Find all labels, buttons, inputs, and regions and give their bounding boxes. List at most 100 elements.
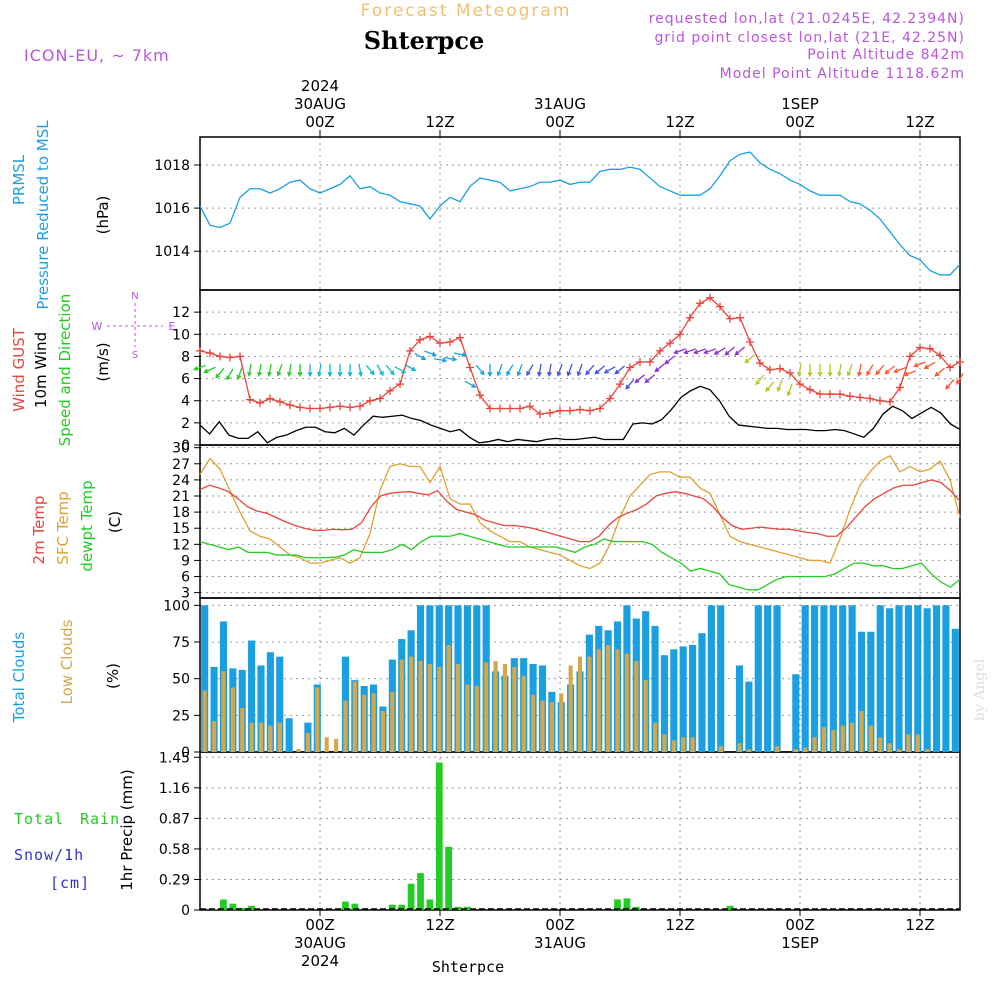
ytick-label: 10 (172, 327, 190, 343)
gust-marker (746, 338, 754, 347)
bottom-date-label: 1SEP (781, 934, 819, 952)
low-cloud-bar (624, 653, 629, 752)
total-cloud-bar (660, 655, 669, 752)
gust-marker (886, 397, 894, 406)
total-cloud-bar (651, 625, 659, 752)
model-label: ICON-EU, ~ 7km (24, 46, 170, 65)
low-cloud-bar (502, 664, 508, 752)
total-cloud-bar (773, 605, 781, 752)
compass-e: E (169, 320, 176, 333)
low-cloud-bar (427, 664, 432, 752)
top-date-label: 1SEP (781, 95, 819, 113)
wind-direction-arrow (247, 363, 252, 377)
gust-marker (476, 391, 484, 400)
low-cloud-bar (296, 749, 301, 752)
wind-direction-arrow (267, 363, 272, 377)
gust-marker (266, 394, 274, 403)
low-cloud-bar (230, 687, 235, 752)
wind-direction-arrow (414, 352, 427, 361)
bottom-date-label: 31AUG (534, 934, 586, 952)
ytick-label: 0.87 (159, 811, 190, 827)
panel-prmsl: 1014 1016 1018 (154, 136, 961, 291)
rain-bar (454, 906, 462, 910)
low-cloud-bar (681, 737, 686, 752)
wind-direction-arrow (765, 381, 775, 392)
low-cloud-bar (643, 680, 648, 752)
total-cloud-bar (679, 646, 687, 752)
gust-marker (206, 349, 214, 358)
wind-direction-arrow (837, 363, 842, 377)
low-cloud-bar (531, 694, 536, 752)
top-date-label: 30AUG (294, 95, 346, 113)
total-cloud-bar (210, 666, 218, 752)
bottom-date-label: 30AUG (294, 934, 346, 952)
gust-marker (656, 346, 664, 355)
wind-direction-arrow (797, 363, 802, 377)
wind-direction-arrow (585, 364, 595, 376)
wind-direction-arrow (506, 364, 514, 377)
low-cloud-bar (868, 725, 873, 752)
wind-direction-arrow (625, 379, 635, 390)
wind-direction-arrow (347, 363, 353, 378)
bottom-hour-label: 00Z (545, 916, 574, 934)
low-cloud-bar (305, 732, 310, 752)
gust-marker (546, 408, 554, 417)
wind-direction-arrow (464, 380, 477, 388)
wind-direction-arrow (903, 370, 916, 377)
low-cloud-bar (549, 702, 554, 752)
gust-marker (236, 352, 244, 361)
ytick-label: 1018 (154, 158, 190, 174)
gust-marker (356, 402, 364, 411)
wind-direction-arrow (807, 363, 813, 378)
total-cloud-bar (932, 605, 941, 752)
bottom-hour-label: 00Z (305, 916, 334, 934)
rain-bar (426, 899, 434, 910)
wind-direction-arrow (327, 363, 333, 378)
low-cloud-bar (690, 737, 695, 752)
ytick-label: 2 (181, 416, 190, 432)
rain-bar (351, 903, 359, 910)
gust-marker (276, 397, 284, 406)
ytick-label: 0.29 (159, 872, 190, 888)
wind-direction-arrow (317, 363, 322, 377)
gust-marker (576, 405, 584, 414)
total-cloud-bar (886, 608, 894, 752)
total-cloud-bar (801, 605, 809, 752)
model-altitude: Model Point Altitude 1118.62m (720, 66, 965, 82)
rain-bar (614, 899, 621, 910)
total-cloud-bar (848, 605, 856, 752)
ytick-label: 1.16 (159, 781, 190, 797)
low-cloud-bar (258, 722, 264, 752)
low-cloud-bar (878, 737, 883, 752)
low-cloud-bar (887, 743, 892, 752)
wind-direction-arrow (893, 367, 906, 374)
gust-marker (436, 339, 444, 348)
total-cloud-bar (707, 605, 715, 752)
rain-bar (623, 898, 631, 910)
total-cloud-bar (829, 605, 837, 752)
ytick-label: 12 (172, 537, 190, 553)
wind-direction-arrow (287, 363, 292, 377)
snow-unit-label: [cm] (50, 874, 90, 892)
total-clouds-label: Total Clouds (10, 632, 28, 724)
bottom-year-label: 2024 (301, 952, 339, 970)
rain-bar (238, 907, 246, 910)
low-cloud-bar (409, 656, 414, 752)
wind-direction-arrow (365, 364, 375, 376)
total-cloud-bar (670, 649, 678, 752)
wind-direction-arrow (634, 374, 646, 384)
precip-unit-label: 1hr Precip (mm) (118, 769, 136, 890)
wind-direction-arrow (487, 363, 493, 378)
cloud-side-labels: Total Clouds Low Clouds (%) (10, 619, 122, 723)
low-cloud-bar (455, 664, 461, 752)
low-cloud-bar (493, 661, 498, 752)
ytick-label: 75 (172, 635, 190, 651)
wind-direction-arrow (866, 364, 874, 377)
low-cloud-bar (380, 710, 386, 752)
low-cloud-bar (737, 743, 742, 752)
low-cloud-bar (352, 681, 357, 752)
total-cloud-bar (857, 631, 866, 752)
gust-marker (766, 365, 774, 374)
wind-direction-arrow (683, 348, 696, 355)
